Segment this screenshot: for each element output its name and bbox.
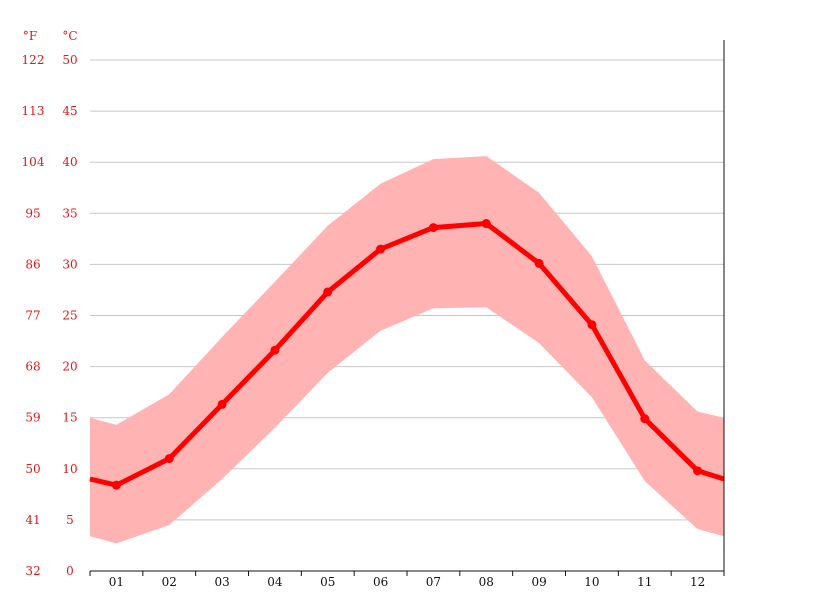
average-temperature-points [111, 219, 703, 490]
average-temperature-point-12 [693, 466, 703, 476]
average-temperature-point-03 [217, 399, 227, 409]
x-tick-label-07: 07 [426, 575, 441, 589]
y-tick-fahrenheit: 122 [22, 53, 45, 67]
average-temperature-polyline [89, 221, 725, 488]
x-tick-label-02: 02 [162, 575, 177, 589]
y-tick-celsius: 40 [62, 155, 77, 169]
temperature-range-band [90, 156, 724, 544]
x-tick-label-10: 10 [584, 575, 599, 589]
x-tick-label-09: 09 [531, 575, 546, 589]
average-temperature-point-09 [534, 258, 544, 268]
y-tick-fahrenheit: 41 [25, 513, 40, 527]
y-tick-celsius: 10 [62, 462, 77, 476]
average-temperature-point-01 [111, 480, 121, 490]
average-temperature-line [89, 221, 725, 488]
x-tick-label-04: 04 [267, 575, 283, 589]
unit-celsius-label: °C [62, 29, 77, 43]
y-tick-fahrenheit: 32 [25, 564, 40, 578]
y-tick-celsius: 0 [66, 564, 74, 578]
y-tick-celsius: 15 [62, 411, 77, 425]
y-tick-celsius: 25 [62, 309, 77, 323]
average-temperature-point-02 [164, 454, 174, 464]
y-tick-celsius: 35 [62, 206, 77, 220]
y-tick-fahrenheit: 50 [25, 462, 40, 476]
temperature-range-area [90, 156, 724, 544]
y-tick-celsius: 5 [66, 513, 74, 527]
x-tick-label-01: 01 [109, 575, 124, 589]
average-temperature-point-06 [376, 244, 386, 254]
average-temperature-point-08 [481, 219, 491, 229]
average-temperature-point-10 [587, 320, 597, 330]
y-tick-celsius: 20 [62, 360, 77, 374]
y-tick-fahrenheit: 104 [22, 155, 45, 169]
x-tick-label-08: 08 [479, 575, 494, 589]
y-tick-fahrenheit: 95 [25, 206, 40, 220]
y-tick-fahrenheit: 77 [25, 309, 40, 323]
unit-fahrenheit-label: °F [23, 29, 37, 43]
y-tick-fahrenheit: 113 [22, 104, 45, 118]
average-temperature-point-07 [428, 223, 438, 233]
x-tick-label-12: 12 [690, 575, 705, 589]
average-temperature-point-04 [270, 345, 280, 355]
average-temperature-point-11 [640, 414, 650, 424]
x-tick-label-11: 11 [637, 575, 652, 589]
y-tick-fahrenheit: 86 [25, 257, 40, 271]
x-tick-label-03: 03 [214, 575, 229, 589]
tick-labels: 0 32 5 41 10 50 15 59 20 68 25 77 30 86 35 95 40 104 45 113… [22, 53, 706, 589]
average-temperature-point-05 [323, 287, 333, 297]
y-tick-fahrenheit: 59 [25, 411, 40, 425]
x-tick-label-06: 06 [373, 575, 388, 589]
x-tick-label-05: 05 [320, 575, 335, 589]
axes [89, 40, 725, 576]
y-tick-celsius: 50 [62, 53, 77, 67]
y-tick-celsius: 45 [62, 104, 77, 118]
y-tick-celsius: 30 [62, 257, 77, 271]
y-tick-fahrenheit: 68 [25, 360, 40, 374]
